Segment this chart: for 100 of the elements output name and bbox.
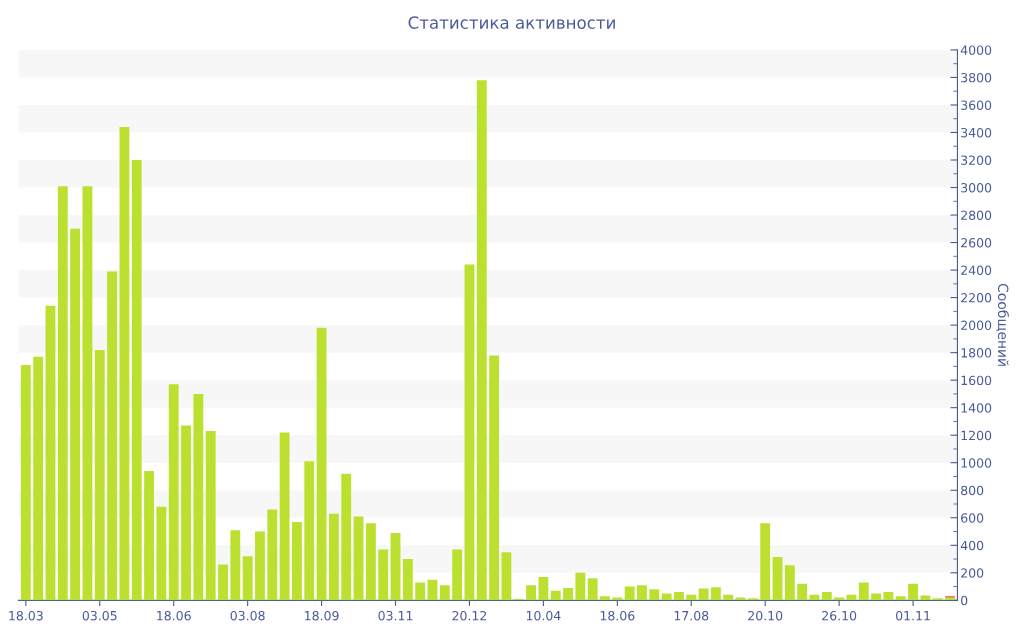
bar (144, 470, 154, 601)
bar (402, 559, 413, 601)
bar (415, 582, 426, 601)
x-tick-label: 18.03 (9, 610, 43, 621)
bar (661, 593, 672, 601)
bar (526, 585, 536, 601)
y2-tick-label: 200 (961, 568, 984, 578)
x-tick-label: 01.11 (896, 610, 930, 621)
bar (193, 393, 204, 601)
bar (353, 516, 364, 601)
y2-tick-label: 3600 (961, 100, 992, 110)
y2-tick-label: 3400 (961, 127, 992, 138)
bar (784, 565, 795, 601)
bar (501, 552, 512, 601)
x-tick-label: 03.05 (82, 610, 117, 621)
bar (649, 589, 660, 601)
bar (131, 160, 142, 601)
bar (538, 576, 549, 601)
bar (563, 587, 573, 601)
bar (821, 592, 832, 601)
y2-tick-label: 400 (960, 540, 984, 551)
y2-tick-label: 4000 (960, 45, 992, 55)
bar (895, 596, 906, 601)
bar (797, 583, 808, 601)
bar (624, 586, 635, 601)
bar (70, 228, 81, 601)
bar (760, 523, 771, 601)
x-tick-label: 18.06 (157, 610, 191, 621)
bar (390, 532, 401, 601)
bar (205, 431, 216, 601)
y2-tick-label: 1200 (961, 430, 992, 441)
y2-tick-label: 2600 (961, 238, 992, 248)
bar (378, 549, 389, 601)
bar (710, 587, 721, 601)
x-tick-label: 03.08 (230, 610, 265, 621)
x-tick-label: 17.08 (674, 610, 709, 621)
x-tick-label: 18.06 (600, 610, 635, 621)
bar (304, 461, 315, 601)
bar (45, 305, 56, 601)
x-tick-label: 20.12 (452, 610, 487, 621)
bar (686, 594, 697, 601)
bar (698, 588, 709, 601)
y2-tick-label: 2400 (961, 265, 992, 276)
bar (600, 596, 610, 601)
bar (932, 598, 943, 601)
y2-tick-label: 3800 (961, 72, 992, 83)
y2-tick-label: 1400 (961, 403, 992, 413)
bar (168, 384, 179, 601)
bar (674, 592, 684, 601)
x-tick-label: 03.11 (378, 610, 413, 621)
bar (871, 593, 882, 601)
bar (489, 355, 500, 601)
bar (587, 578, 598, 601)
bar (218, 564, 228, 601)
bar (772, 556, 783, 601)
bar (637, 585, 647, 601)
bar (341, 473, 352, 601)
y2-tick-label: 2200 (961, 293, 992, 303)
y2-tick-label: 800 (961, 485, 984, 496)
y2-tick-label: 600 (961, 513, 984, 523)
x-tick-label: 18.09 (305, 610, 339, 621)
bar (316, 327, 327, 601)
y2-tick-label: 1600 (961, 375, 992, 386)
bar (107, 271, 118, 601)
y2-tick-label: 3200 (961, 155, 992, 165)
bar (230, 530, 241, 601)
bar (723, 594, 734, 601)
bar (20, 365, 31, 601)
bar (255, 531, 265, 601)
x-tick-label: 20.10 (748, 610, 783, 621)
bar (464, 264, 475, 601)
bar (292, 521, 302, 601)
bar (747, 598, 758, 601)
bar (439, 585, 450, 601)
bar (328, 513, 339, 601)
x-tick-label: 26.10 (822, 610, 857, 621)
bar (94, 349, 105, 601)
bar (156, 506, 167, 601)
bar (33, 356, 44, 601)
y2-tick-label: 2800 (961, 210, 992, 220)
bar (242, 556, 253, 601)
y2-tick-label: 1000 (961, 458, 992, 468)
bar (57, 186, 68, 601)
bar (267, 509, 278, 601)
y2-axis-title: Сообщений (996, 283, 1009, 366)
y2-tick-label: 0 (961, 595, 968, 606)
bar (452, 549, 463, 601)
bar (119, 126, 130, 601)
chart-title: Статистика активности (408, 16, 615, 29)
y2-tick-label: 3000 (961, 182, 992, 193)
bar (82, 186, 93, 601)
bar (279, 432, 290, 601)
y2-tick-label: 1800 (961, 348, 992, 358)
bar (476, 80, 487, 601)
bar (181, 425, 191, 601)
bar (575, 572, 586, 601)
y2-tick-label: 2000 (961, 320, 992, 331)
bar (365, 523, 376, 601)
bar (908, 583, 919, 601)
bar (550, 590, 561, 601)
